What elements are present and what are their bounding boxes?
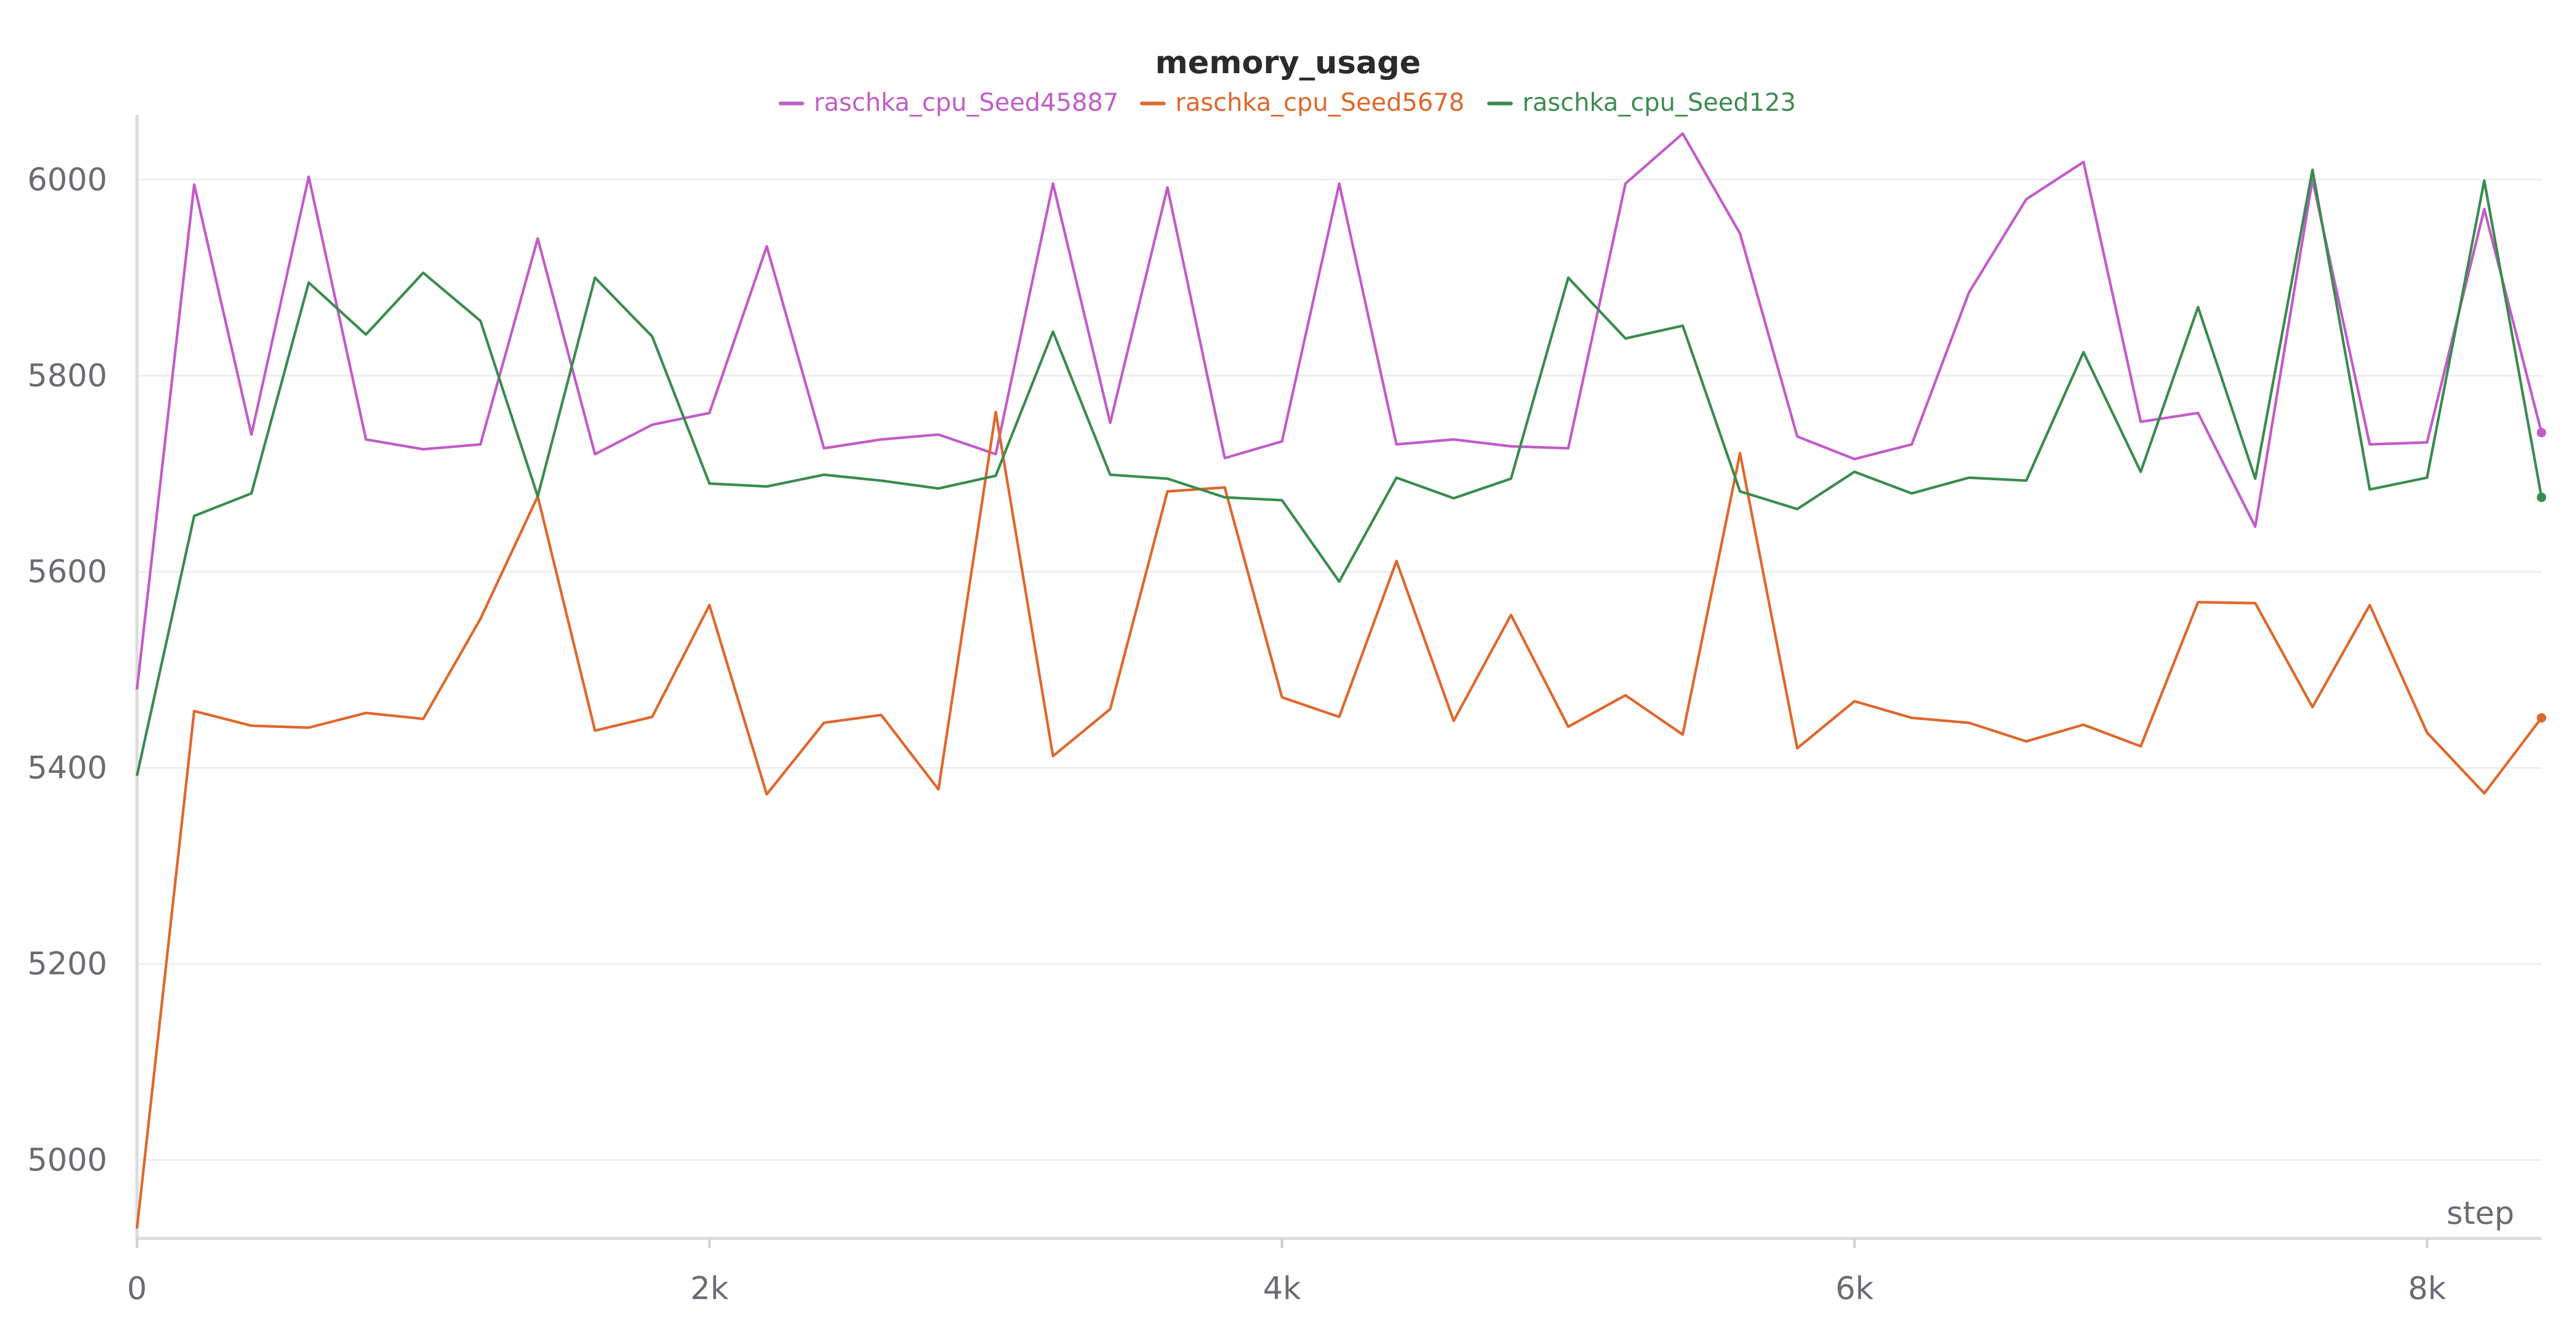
x-tick-label-0: 0 (127, 1270, 147, 1307)
series-0 (135, 132, 2546, 690)
series-end-point-1[interactable] (2537, 713, 2546, 723)
series-end-point-2[interactable] (2537, 492, 2546, 502)
series-1 (135, 410, 2546, 1229)
chart-title: memory_usage (1155, 44, 1421, 81)
legend-item-0[interactable]: raschka_cpu_Seed45887 (778, 88, 1119, 117)
legend-item-2[interactable]: raschka_cpu_Seed123 (1487, 88, 1796, 117)
x-tick-label-3: 6k (1835, 1270, 1873, 1307)
legend-label-2: raschka_cpu_Seed123 (1523, 88, 1796, 117)
y-tick-label-1: 5200 (27, 946, 107, 982)
x-tick-label-4: 8k (2408, 1270, 2446, 1307)
tick-labels: 5000 5200 5400 5600 5800 6000 0 2k 4k 6k 8k (27, 161, 2446, 1307)
legend-item-1[interactable]: raschka_cpu_Seed5678 (1140, 88, 1465, 117)
y-tick-label-2: 5400 (27, 749, 107, 786)
x-tick-label-1: 2k (691, 1270, 729, 1307)
series-group (135, 132, 2546, 1229)
series-2 (135, 168, 2546, 777)
axes (135, 115, 2542, 1248)
series-line-1[interactable] (135, 410, 2543, 1229)
grid-lines (137, 179, 2542, 1161)
y-tick-label-5: 6000 (27, 161, 107, 198)
legend-label-1: raschka_cpu_Seed5678 (1176, 88, 1465, 117)
x-tick-label-2: 4k (1263, 1270, 1301, 1307)
y-tick-label-0: 5000 (27, 1142, 107, 1178)
legend[interactable]: raschka_cpu_Seed45887 raschka_cpu_Seed567… (778, 88, 1796, 117)
y-tick-label-4: 5800 (27, 357, 107, 394)
legend-label-0: raschka_cpu_Seed45887 (814, 88, 1119, 117)
series-line-0[interactable] (135, 132, 2543, 690)
y-tick-label-3: 5600 (27, 553, 107, 590)
series-line-2[interactable] (135, 168, 2543, 777)
x-axis-title: step (2446, 1195, 2514, 1232)
series-end-point-0[interactable] (2537, 427, 2546, 437)
